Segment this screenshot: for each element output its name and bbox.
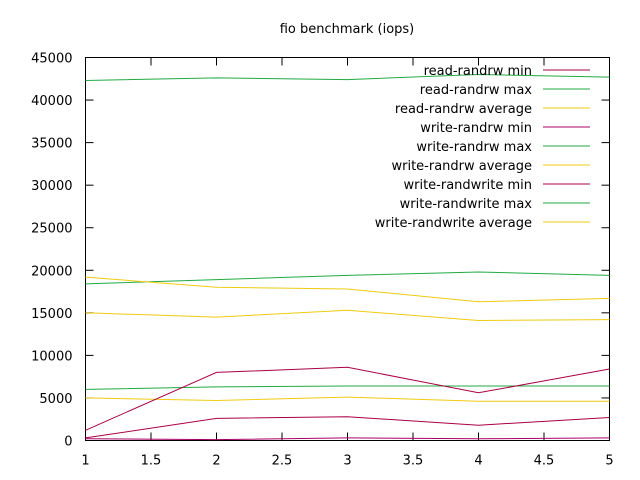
y-tick-label: 10000 [31,349,72,364]
y-tick-label: 40000 [31,94,72,109]
x-tick-label: 4.5 [534,454,555,469]
y-axis: 0 5000 10000 15000 20000 25000 30000 35000 40000… [31,52,610,450]
y-tick-label: 35000 [31,137,72,152]
x-axis: 1 1.5 2 2.5 3 3.5 4 4.5 5 [81,57,614,469]
x-tick-label: 5 [605,454,613,469]
series-line-2 [85,309,610,322]
series-line-0 [85,416,610,439]
chart-title: fio benchmark (iops) [280,22,415,37]
x-tick-label: 1.5 [141,454,162,469]
series-line-1 [85,73,610,81]
y-tick-label: 0 [64,435,72,450]
y-tick-label: 45000 [31,52,72,67]
y-tick-label: 15000 [31,307,72,322]
y-tick-label: 20000 [31,264,72,279]
y-tick-label: 25000 [31,222,72,237]
series-line-3 [85,437,610,441]
series-layer [85,73,610,441]
series-line-4 [85,385,610,390]
x-tick-label: 4 [474,454,482,469]
legend-label-2: read-randrw average [395,102,532,117]
series-line-6 [85,366,610,431]
legend: read-randrw min read-randrw max read-randr… [375,64,590,231]
x-tick-label: 3 [343,454,351,469]
y-tick-label: 5000 [39,392,72,407]
legend-label-3: write-randrw min [420,121,532,136]
legend-label-5: write-randrw average [391,159,532,174]
x-tick-label: 1 [81,454,89,469]
legend-label-8: write-randwrite average [375,216,532,231]
series-line-5 [85,396,610,402]
legend-label-1: read-randrw max [420,83,533,98]
legend-label-7: write-randwrite max [400,197,533,212]
series-line-8 [85,276,610,303]
legend-label-0: read-randrw min [424,64,532,79]
x-tick-label: 2 [212,454,220,469]
legend-label-4: write-randrw max [416,140,532,155]
x-tick-label: 3.5 [403,454,424,469]
x-tick-label: 2.5 [272,454,293,469]
series-line-7 [85,271,610,285]
y-tick-label: 30000 [31,179,72,194]
legend-label-6: write-randwrite min [403,178,532,193]
